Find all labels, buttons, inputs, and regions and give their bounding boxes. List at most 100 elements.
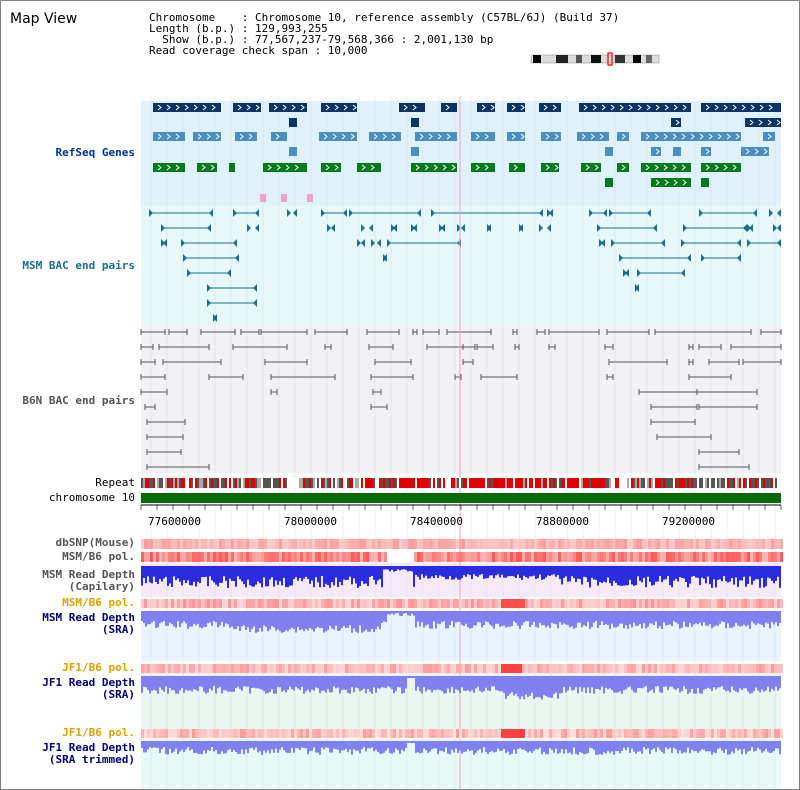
bac-end-pair[interactable] <box>370 404 388 410</box>
gene-feature[interactable] <box>369 132 401 141</box>
bac-end-pair[interactable] <box>391 224 397 232</box>
bac-end-pair[interactable] <box>370 374 414 380</box>
bac-end-pair[interactable] <box>701 254 741 262</box>
bac-end-pair[interactable] <box>140 389 168 395</box>
bac-end-pair[interactable] <box>769 209 781 217</box>
b6n-bac-track[interactable] <box>140 329 782 485</box>
bac-end-pair[interactable] <box>314 329 348 335</box>
bac-end-pair[interactable] <box>439 224 445 232</box>
bac-end-pair[interactable] <box>683 224 747 232</box>
gene-feature[interactable] <box>507 103 525 112</box>
bac-end-pair[interactable] <box>548 329 600 335</box>
gene-feature[interactable] <box>441 103 457 112</box>
gene-feature[interactable] <box>153 132 185 141</box>
bac-end-pair[interactable] <box>161 239 167 247</box>
gene-feature[interactable] <box>641 132 741 141</box>
gene-feature[interactable] <box>197 163 217 172</box>
gene-feature[interactable] <box>153 103 221 112</box>
bac-end-pair[interactable] <box>698 449 740 455</box>
bac-end-pair[interactable] <box>168 329 188 335</box>
gene-feature[interactable] <box>741 147 769 156</box>
bac-end-pair[interactable] <box>144 404 156 410</box>
bac-end-pair[interactable] <box>462 359 474 365</box>
bac-end-pair[interactable] <box>371 239 381 247</box>
bac-end-pair[interactable] <box>698 404 758 410</box>
gene-feature[interactable] <box>541 132 561 141</box>
bac-end-pair[interactable] <box>589 209 607 217</box>
gene-feature[interactable] <box>271 132 287 141</box>
bac-end-pair[interactable] <box>181 239 237 247</box>
heatmap-tracks[interactable] <box>141 539 783 738</box>
bac-end-pair[interactable] <box>604 344 614 350</box>
refseq-genes-track[interactable] <box>153 103 781 202</box>
bac-end-pair[interactable] <box>366 329 400 335</box>
track-label-msm-read-cap[interactable]: MSM Read Depth (Capilary) <box>42 568 135 593</box>
bac-end-pair[interactable] <box>462 344 476 350</box>
gene-feature[interactable] <box>581 163 601 172</box>
bac-end-pair[interactable] <box>321 209 347 217</box>
gene-feature[interactable] <box>671 118 681 127</box>
bac-end-pair[interactable] <box>161 224 211 232</box>
bac-end-pair[interactable] <box>232 344 288 350</box>
bac-end-pair[interactable] <box>233 209 259 217</box>
bac-end-pair[interactable] <box>368 344 394 350</box>
track-label-refseq[interactable]: RefSeq Genes <box>55 146 135 159</box>
bac-end-pair[interactable] <box>361 224 373 232</box>
bac-end-pair[interactable] <box>730 344 782 350</box>
bac-end-pair[interactable] <box>654 329 752 335</box>
gene-feature[interactable] <box>411 163 457 172</box>
track-label-msm-read-sra[interactable]: MSM Read Depth (SRA) <box>42 611 135 636</box>
gene-feature[interactable] <box>415 132 457 141</box>
gene-feature[interactable] <box>745 118 781 127</box>
gene-feature[interactable] <box>701 178 709 187</box>
gene-feature[interactable] <box>233 103 261 112</box>
gene-feature[interactable] <box>321 163 341 172</box>
bac-end-pair[interactable] <box>519 224 523 232</box>
chromosome-ideogram[interactable] <box>530 52 660 66</box>
repeat-track[interactable] <box>141 478 781 488</box>
bac-end-pair[interactable] <box>514 344 520 350</box>
bac-end-pair[interactable] <box>476 344 494 350</box>
bac-end-pair[interactable] <box>412 329 418 335</box>
bac-end-pair[interactable] <box>547 209 553 217</box>
bac-end-pair[interactable] <box>287 209 297 217</box>
gene-feature[interactable] <box>235 132 257 141</box>
bac-end-pair[interactable] <box>372 389 382 395</box>
track-label-msm-bac[interactable]: MSM BAC end pairs <box>22 259 135 272</box>
gene-feature[interactable] <box>509 163 525 172</box>
bac-end-pair[interactable] <box>187 269 231 277</box>
bac-end-pair[interactable] <box>260 329 308 335</box>
bac-end-pair[interactable] <box>548 344 556 350</box>
bac-end-pair[interactable] <box>650 419 696 425</box>
gene-feature[interactable] <box>269 103 307 112</box>
bac-end-pair[interactable] <box>637 269 685 277</box>
gene-feature[interactable] <box>605 147 613 156</box>
bac-end-pair[interactable] <box>606 329 650 335</box>
msm-bac-track[interactable] <box>149 209 781 322</box>
gene-feature[interactable] <box>617 132 629 141</box>
bac-end-pair[interactable] <box>146 434 184 440</box>
bac-end-pair[interactable] <box>698 464 750 470</box>
track-label-dbsnp[interactable]: dbSNP(Mouse) <box>55 536 135 549</box>
gene-feature[interactable] <box>321 103 357 112</box>
bac-end-pair[interactable] <box>656 434 712 440</box>
bac-end-pair[interactable] <box>146 419 186 425</box>
gene-feature[interactable] <box>673 147 681 156</box>
gene-feature[interactable] <box>289 118 297 127</box>
gene-feature[interactable] <box>263 163 307 172</box>
gene-feature[interactable] <box>617 163 629 172</box>
gene-feature[interactable] <box>357 163 381 172</box>
bac-end-pair[interactable] <box>446 329 492 335</box>
bac-end-pair[interactable] <box>773 224 781 232</box>
gene-feature[interactable] <box>319 132 357 141</box>
bac-end-pair[interactable] <box>162 359 222 365</box>
gene-feature[interactable] <box>153 163 185 172</box>
bac-end-pair[interactable] <box>383 254 387 262</box>
bac-end-pair[interactable] <box>688 344 694 350</box>
bac-end-pair[interactable] <box>357 239 365 247</box>
bac-end-pair[interactable] <box>240 329 260 335</box>
bac-end-pair[interactable] <box>208 374 244 380</box>
bac-end-pair[interactable] <box>327 224 335 232</box>
bac-end-pair[interactable] <box>539 224 551 232</box>
